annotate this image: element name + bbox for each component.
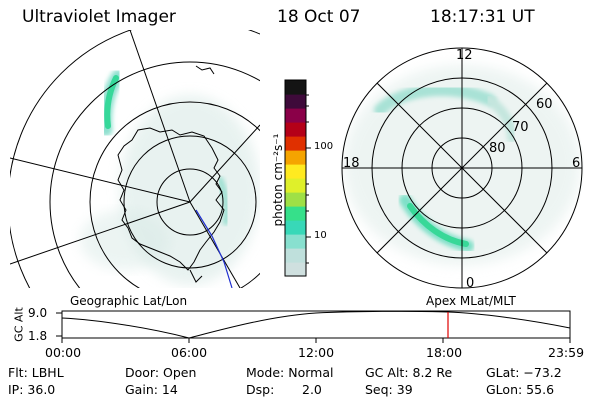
status-glon: GLon: 55.6 [486, 382, 555, 397]
right-panel-caption: Apex MLat/MLT [426, 294, 516, 308]
colorbar-segment [285, 206, 306, 221]
colorbar-segment [285, 220, 306, 235]
mlt-label-12: 12 [456, 48, 473, 63]
mlat-label-60: 60 [536, 97, 553, 112]
mlt-label-0: 0 [466, 276, 475, 291]
colorbar-segment [285, 94, 306, 109]
colorbar-segment [285, 108, 306, 123]
peninsula-coastline [189, 269, 203, 283]
colorbar-segment [285, 192, 306, 207]
status-seq: Seq: 39 [365, 382, 413, 397]
image-time: 18:17:31 UT [430, 7, 535, 27]
altitude-y-ticks [56, 312, 62, 337]
colorbar-segment [285, 122, 306, 137]
aurora-arc-north [374, 84, 496, 116]
status-glat: GLat: −73.2 [486, 365, 562, 380]
colorbar-segment [285, 164, 306, 179]
mlat-label-70: 70 [512, 120, 529, 135]
status-dsp-label: Dsp: [246, 382, 275, 397]
colorbar-segment [285, 136, 306, 151]
altitude-xtick-0000: 00:00 [45, 345, 82, 360]
colorbar-frame [284, 79, 307, 277]
altitude-ytick-low: 1.8 [28, 329, 48, 343]
status-dsp-value: 2.0 [302, 382, 322, 397]
mlt-grid-lines [342, 48, 582, 288]
altitude-ytick-high: 9.0 [28, 306, 48, 320]
altitude-ylabel: GC Alt [12, 307, 26, 342]
island-coastline [195, 65, 215, 75]
colorbar-segment [285, 80, 306, 95]
geographic-map [10, 30, 260, 288]
aurora-arc-south-core [407, 203, 469, 247]
status-door: Door: Open [125, 365, 197, 380]
colorbar-segment [285, 262, 306, 277]
altitude-xtick-1800: 18:00 [426, 345, 463, 360]
colorbar-segment [285, 248, 306, 263]
mlat-label-80: 80 [489, 141, 506, 156]
altitude-x-ticks [61, 338, 571, 343]
altitude-xtick-1200: 12:00 [298, 345, 335, 360]
mlt-label-6: 6 [572, 156, 581, 171]
altitude-curve [61, 310, 571, 339]
status-ip: IP: 36.0 [8, 382, 56, 397]
colorbar-segment [285, 150, 306, 165]
colorbar [284, 79, 311, 277]
altitude-xtick-0600: 06:00 [171, 345, 208, 360]
left-panel-caption: Geographic Lat/Lon [70, 294, 188, 308]
diffuse-emission-south [80, 210, 170, 270]
mlt-label-18: 18 [343, 156, 360, 171]
longitude-lines [10, 30, 260, 288]
altitude-frame [61, 310, 571, 339]
colorbar-segment [285, 178, 306, 193]
antarctica-coastline [117, 127, 225, 271]
altitude-plot [56, 310, 571, 343]
aurora-arc-core [104, 75, 119, 129]
status-mode: Mode: Normal [246, 365, 334, 380]
status-filter: Flt: LBHL [8, 365, 64, 380]
colorbar-tick-label-10: 10 [314, 230, 327, 241]
colorbar-minor-ticks [306, 94, 309, 264]
colorbar-tick-label-100: 100 [314, 141, 334, 152]
colorbar-segment [285, 234, 306, 249]
status-gc-alt: GC Alt: 8.2 Re [365, 365, 453, 380]
spacecraft-track [195, 209, 233, 288]
colorbar-unit-label: photon cm⁻²s⁻¹ [271, 133, 285, 227]
instrument-title: Ultraviolet Imager [22, 7, 176, 27]
image-date: 18 Oct 07 [277, 7, 361, 27]
altitude-xtick-2359: 23:59 [548, 345, 585, 360]
status-gain: Gain: 14 [125, 382, 178, 397]
apex-polar-plot [341, 47, 583, 289]
aurora-patch [216, 176, 231, 226]
